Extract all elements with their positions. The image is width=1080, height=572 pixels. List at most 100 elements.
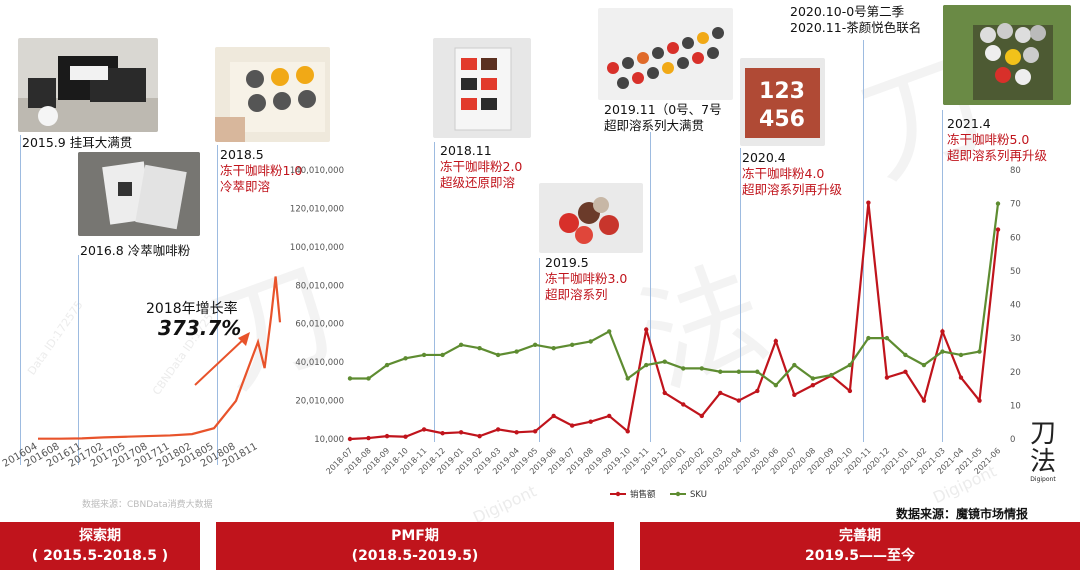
- sales-data-point: [440, 431, 445, 436]
- sales-data-point: [958, 375, 964, 380]
- sku-data-point: [551, 346, 556, 351]
- logo-sub: Digipont: [1030, 476, 1056, 483]
- sku-data-point: [514, 349, 519, 354]
- divider-2018-11: [434, 142, 435, 442]
- sku-data-point: [662, 359, 667, 364]
- y-left-tick-label: 60,010,000: [295, 320, 344, 330]
- annotation-2016-8: 2016.8 冷萃咖啡粉: [80, 243, 191, 258]
- sales-data-point: [458, 430, 464, 435]
- y-left-tick-label: 140,010,000: [290, 166, 344, 176]
- y-left-tick-label: 100,010,000: [290, 243, 344, 253]
- phase-explore: 探索期 ( 2015.5-2018.5 ): [0, 522, 200, 570]
- sales-data-point: [736, 398, 741, 403]
- divider-2015: [20, 135, 21, 465]
- growth-label: 2018年增长率: [146, 301, 238, 317]
- sku-data-point: [847, 362, 853, 368]
- sales-data-point: [699, 413, 704, 419]
- phase-explore-name: 探索期: [79, 528, 121, 544]
- y-right-tick-label: 30: [1010, 334, 1021, 344]
- numbered-cups-illustration: 123 456: [745, 68, 820, 138]
- product-photo-2019-5: [539, 183, 643, 253]
- y-right-tick-label: 70: [1010, 200, 1021, 210]
- cold-brew-bag-illustration: [78, 152, 200, 236]
- sales-data-point: [662, 390, 667, 396]
- source-left: 数据来源：CBNData消费大数据: [82, 500, 213, 510]
- sku-data-point: [607, 329, 612, 334]
- phase-pmf: PMF期 (2018.5-2019.5): [216, 522, 614, 570]
- divider-2020-4: [740, 148, 741, 442]
- phase-mature: 完善期 2019.5——至今: [640, 522, 1080, 570]
- product-photo-2018-11: [433, 38, 531, 138]
- divider-2019-5: [539, 258, 540, 442]
- phase-explore-range: ( 2015.5-2018.5 ): [31, 548, 169, 564]
- phase-pmf-name: PMF期: [391, 528, 439, 544]
- sku-data-point: [755, 369, 760, 374]
- annotation-2020-10-line2: 2020.11-茶颜悦色联名: [790, 20, 922, 35]
- sku-data-point: [940, 349, 945, 354]
- sku-data-point: [810, 376, 816, 381]
- sales-legend-label: 销售额: [630, 489, 656, 500]
- phase-pmf-range: (2018.5-2019.5): [351, 548, 479, 564]
- product-photo-2021-4: [943, 5, 1071, 105]
- sku-data-point: [403, 356, 408, 361]
- sales-data-point: [551, 413, 556, 419]
- sku-data-point: [773, 383, 779, 388]
- freeze-dried-cups-illustration: [215, 62, 325, 142]
- sales-data-point: [495, 427, 501, 432]
- sales-data-point: [681, 402, 686, 407]
- sales-data-point: [384, 433, 390, 439]
- sku-data-point: [644, 362, 649, 368]
- sales-data-point: [884, 375, 890, 380]
- y-right-tick-label: 20: [1010, 368, 1021, 378]
- logo-glyph-2: 法: [1030, 447, 1057, 477]
- divider-2020-10: [863, 40, 864, 442]
- sales-data-point: [569, 423, 575, 428]
- annotation-2019-11-line1: 2019.11（0号、7号: [604, 102, 722, 117]
- sales-data-point: [347, 436, 353, 442]
- sku-data-point: [477, 346, 482, 351]
- sales-data-point: [810, 383, 816, 388]
- sku-data-point: [958, 352, 964, 358]
- annotation-2020-4-date: 2020.4: [742, 150, 786, 165]
- drip-bag-illustration: [18, 56, 158, 132]
- sku-data-point: [884, 335, 890, 341]
- annotation-2021-4-line2: 超即溶系列再升级: [947, 148, 1048, 163]
- divider-2016: [78, 255, 79, 465]
- box-cups-illustration: [454, 47, 512, 131]
- sku-data-point: [532, 342, 538, 348]
- sku-data-point: [792, 362, 797, 368]
- sku-data-point: [366, 376, 371, 381]
- source-right: 数据来源：魔镜市场情报: [896, 507, 1029, 521]
- sales-data-point: [607, 413, 612, 419]
- phase-mature-name: 完善期: [839, 528, 881, 544]
- sku-data-point: [588, 339, 593, 344]
- rows-of-cups-illustration: [607, 27, 724, 89]
- annotation-2019-5-date: 2019.5: [545, 255, 589, 270]
- annotation-2018-11-line2: 超级还原即溶: [440, 175, 516, 190]
- main-sales-sku-chart: 10,000 20,010,000 40,010,000 60,010,000 80,0…: [290, 166, 1021, 500]
- sales-data-point: [903, 369, 908, 374]
- sku-data-point: [977, 349, 982, 354]
- sku-data-point: [866, 335, 871, 341]
- y-left-tick-label: 20,010,000: [295, 397, 344, 407]
- sales-data-point: [921, 398, 927, 403]
- sales-data-point: [847, 388, 853, 394]
- y-right-tick-label: 0: [1010, 435, 1015, 445]
- sales-data-point: [477, 433, 482, 439]
- product-photo-2019-11: [598, 8, 733, 100]
- phase-mature-range: 2019.5——至今: [804, 548, 916, 564]
- product-photo-2015: [18, 38, 158, 132]
- annotation-2021-4-line1: 冻干咖啡粉5.0: [947, 132, 1030, 147]
- divider-2019-11: [650, 132, 651, 442]
- growth-arrow-shaft: [194, 337, 246, 386]
- y-right-tick-label: 80: [1010, 166, 1021, 176]
- sku-data-point: [699, 366, 704, 371]
- growth-arrow-head: [238, 332, 250, 346]
- sku-data-point: [421, 352, 427, 358]
- sales-data-point: [625, 429, 630, 434]
- annotation-2018-11-date: 2018.11: [440, 143, 492, 158]
- annotation-2020-4-line2: 超即溶系列再升级: [742, 182, 843, 197]
- annotation-2018-5-line1: 冻干咖啡粉1.0: [220, 163, 303, 178]
- y-right-tick-label: 40: [1010, 301, 1021, 311]
- sales-data-point: [773, 338, 779, 344]
